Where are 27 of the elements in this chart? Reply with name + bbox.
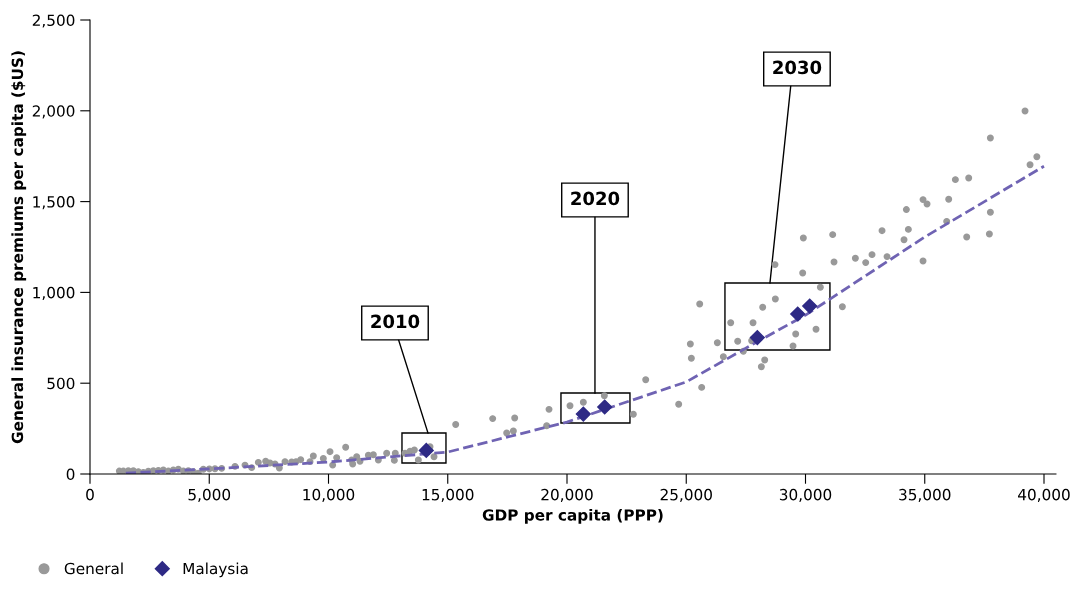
y-tick-label: 2,000	[32, 105, 75, 119]
point	[597, 399, 613, 415]
x-tick-label: 40,000	[1018, 488, 1070, 502]
x-axis-title: GDP per capita (PPP)	[482, 508, 663, 524]
x-tick-label: 30,000	[779, 488, 832, 502]
x-tick-label: 20,000	[541, 488, 593, 502]
y-tick-label: 1,500	[33, 196, 75, 210]
point	[749, 330, 765, 346]
point	[790, 306, 806, 322]
x-tick-label: 0	[86, 488, 94, 501]
point	[575, 406, 591, 422]
point	[802, 298, 818, 314]
x-tick-label: 15,000	[422, 488, 474, 502]
legend-label: General	[64, 562, 123, 575]
legend-label: Malaysia	[183, 562, 248, 578]
annotation: 2020	[571, 191, 620, 206]
y-tick-label: 500	[47, 377, 75, 390]
x-tick-label: 10,000	[303, 488, 355, 502]
y-axis-title: General insurance premiums per capita ($US)	[11, 51, 27, 444]
y-tick-label: 2,500	[32, 14, 75, 28]
x-tick-label: 25,000	[660, 488, 712, 502]
y-tick-label: 1,000	[33, 286, 75, 300]
y-tick-label: 0	[66, 468, 75, 481]
annotation: 2030	[773, 60, 822, 75]
x-tick-label: 5,000	[188, 488, 231, 502]
annotation: 2010	[371, 314, 420, 329]
x-tick-label: 35,000	[899, 488, 951, 502]
